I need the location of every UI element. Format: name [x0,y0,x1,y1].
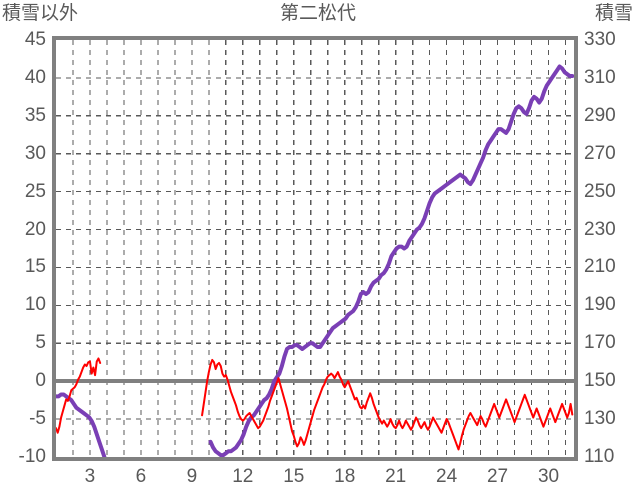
y-axis-right-tick-label: 210 [584,256,616,278]
y-axis-right-tick-label: 110 [584,446,615,467]
plot-area [56,40,574,457]
y-axis-left-tick-label: 35 [24,104,46,126]
series-line-0 [208,64,574,457]
x-axis-tick-label: 6 [135,466,147,487]
x-axis-tick-label: 21 [385,466,407,487]
y-axis-left-tick-label: 5 [35,332,46,354]
y-axis-left-tick-label: 25 [24,180,46,202]
left-axis-title: 積雪以外 [2,3,79,24]
y-axis-left-tick-label: 45 [24,29,46,50]
x-axis-tick-label: 15 [283,466,305,487]
x-axis-tick-label: 12 [232,466,254,487]
y-axis-right-tick-label: 170 [584,332,616,354]
x-axis-tick-label: 3 [84,466,96,487]
x-axis-tick-label: 30 [537,466,560,487]
x-axis-tick-label: 18 [334,466,356,487]
y-axis-left-tick-label: 0 [35,370,46,392]
y-axis-right-tick-label: 190 [584,294,616,316]
y-axis-right-tick-label: 310 [584,66,616,88]
y-axis-left-tick-label: -10 [18,446,46,467]
y-axis-left-tick-label: 20 [24,218,46,240]
series-line-1 [201,358,574,451]
chart-title: 第二松代 [279,3,356,24]
x-axis-tick-label: 27 [486,466,509,487]
y-axis-right-tick-label: 130 [584,408,616,430]
plot-frame [52,36,578,461]
right-axis-title: 積雪 [594,3,633,24]
series-line-0 [56,392,107,457]
y-axis-right-tick-label: 270 [584,142,616,164]
y-axis-left-tick-label: 10 [24,294,46,316]
series-line-1 [56,357,102,434]
y-axis-left-tick-label: -5 [29,408,46,430]
y-axis-right-tick-label: 230 [584,218,616,240]
y-axis-right-tick-label: 250 [584,180,616,202]
plot-svg [56,40,574,457]
y-axis-left-tick-label: 40 [24,66,46,88]
x-axis-tick-label: 24 [436,466,458,487]
y-axis-right-tick-label: 150 [584,370,616,392]
y-axis-right-tick-label: 330 [584,29,616,50]
y-axis-right-tick-label: 290 [584,104,616,126]
x-axis-tick-label: 9 [186,466,198,487]
y-axis-left-tick-label: 30 [24,142,46,164]
y-axis-left-tick-label: 15 [24,256,46,278]
